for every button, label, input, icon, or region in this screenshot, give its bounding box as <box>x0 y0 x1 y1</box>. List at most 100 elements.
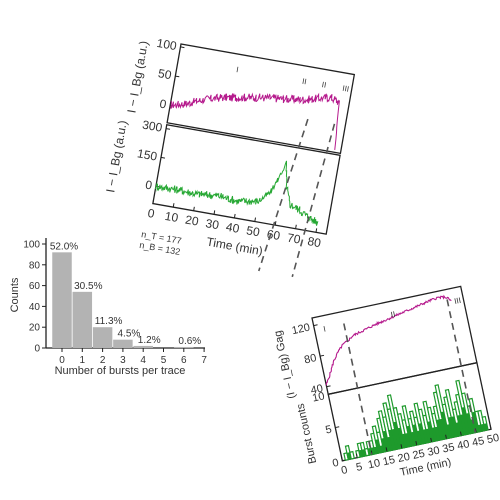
x-tick-label: 20 <box>397 451 411 465</box>
burst-bar-filled <box>416 430 423 445</box>
y-tick-mark <box>320 354 325 357</box>
y-tick-label: 10 <box>311 390 325 404</box>
bursts-x-ticks: 0 5 10 15 20 25 30 35 40 45 50 <box>340 425 500 477</box>
bottom-subplot-y-ticks: 0 150 300 <box>136 118 171 192</box>
gag-subplot-frame <box>311 285 478 396</box>
burst-bar-filled <box>412 424 420 446</box>
region-label: I <box>323 324 327 333</box>
region-label: II <box>321 80 327 90</box>
y-tick-mark <box>165 128 171 130</box>
x-tick-label: 20 <box>184 213 200 229</box>
burst-bar-filled <box>455 422 462 437</box>
histogram-y-ticks: 0 20 40 60 80 100 <box>23 240 46 355</box>
x-tick-mark <box>213 210 216 215</box>
histogram-bar <box>72 291 93 348</box>
y-tick-label: 300 <box>141 118 163 135</box>
burst-subplot-ylabel: Burst counts <box>295 402 320 465</box>
x-tick-label: 10 <box>367 457 381 471</box>
burst-bar-filled <box>436 419 444 440</box>
burst-count-bars <box>343 379 489 461</box>
y-tick-label: 0 <box>331 457 339 470</box>
x-tick-label: 4 <box>140 355 146 366</box>
burst-bar-filled <box>460 414 468 435</box>
y-tick-label: 40 <box>29 302 41 313</box>
burst-bar-filled <box>451 416 459 437</box>
region-label: II <box>301 77 307 87</box>
x-tick-label: 70 <box>286 231 302 247</box>
x-tick-label: 0 <box>147 206 156 221</box>
y-tick-mark <box>313 324 318 327</box>
gag-trace <box>325 294 452 386</box>
burst-subplot-y-ticks: 0 5 10 <box>311 390 347 470</box>
y-tick-label: 80 <box>303 352 317 366</box>
gag-dashed-guide-left <box>343 323 373 455</box>
x-tick-mark <box>172 203 175 208</box>
histogram-bar <box>133 345 153 348</box>
burst-bar-filled <box>388 429 396 451</box>
burst-bar-filled <box>406 425 414 447</box>
y-tick-label: 40 <box>310 383 324 397</box>
y-tick-label: 80 <box>29 260 41 271</box>
y-tick-mark <box>326 385 331 388</box>
x-tick-label: 40 <box>225 220 241 236</box>
burst-bar-filled <box>461 407 471 435</box>
burst-bar-filled <box>404 432 411 447</box>
x-tick-label: 6 <box>181 355 187 366</box>
y-tick-label: 100 <box>23 240 40 251</box>
burst-bar-filled <box>483 423 489 431</box>
x-tick-mark <box>295 224 297 229</box>
burst-bar-filled <box>457 414 465 436</box>
bottom-subplot-ylabel: I − I_Bg (a.u.) <box>103 119 129 193</box>
x-tick-label: 7 <box>201 355 207 366</box>
top-subplot-frame <box>166 43 356 155</box>
burst-bar-filled <box>410 431 417 446</box>
x-tick-mark <box>193 206 195 211</box>
burst-bar-filled <box>446 424 453 439</box>
x-tick-mark <box>445 434 447 439</box>
x-tick-label: 5 <box>161 355 167 366</box>
bar-percent-label: 30.5% <box>74 281 102 292</box>
burst-bar-filled <box>401 433 408 448</box>
y-tick-mark <box>335 426 340 429</box>
histogram-bar <box>52 252 72 348</box>
y-tick-label: 60 <box>29 281 41 292</box>
region-label: III <box>342 84 350 94</box>
x-tick-mark <box>233 213 236 219</box>
x-tick-label: 0 <box>59 355 65 366</box>
region-label: II <box>390 310 396 320</box>
x-tick-label: 35 <box>441 441 455 455</box>
x-tick-label: 0 <box>340 464 348 477</box>
green-trace-subplot: 0 150 300 0 10 20 30 40 50 60 70 80 I − I_Bg (a.u.… <box>103 118 341 258</box>
x-tick-mark <box>430 437 433 442</box>
y-tick-label: 50 <box>157 66 173 82</box>
bar-percent-label: 11.3% <box>95 316 123 327</box>
histogram-x-ticks: 0 1 2 3 4 5 6 7 <box>59 348 207 366</box>
histogram-panel: 0 20 40 60 80 100 0 1 2 3 4 5 6 7 52.0% 30.5% 11.3% 4.5… <box>9 238 207 377</box>
x-tick-mark <box>274 221 277 226</box>
histogram-bar <box>113 339 133 348</box>
traces-x-ticks: 0 10 20 30 40 50 60 70 80 <box>147 199 322 250</box>
burst-bar-filled <box>418 423 426 444</box>
x-tick-label: 50 <box>486 432 500 446</box>
x-tick-label: 30 <box>426 444 440 458</box>
gag-subplot-ylabel: (I − I_Bg) Gag <box>272 329 298 399</box>
x-tick-label: 10 <box>164 209 180 225</box>
y-tick-label: 150 <box>136 146 158 163</box>
burst-bar-filled <box>465 413 474 434</box>
histogram-bars <box>52 252 194 348</box>
y-tick-mark <box>175 75 180 78</box>
x-tick-mark <box>355 453 358 458</box>
green-trace <box>154 160 319 226</box>
burst-bar-filled <box>397 427 405 449</box>
histogram-bar-labels: 52.0% 30.5% 11.3% 4.5%1.2% 0.6% <box>50 241 201 347</box>
x-tick-mark <box>385 447 388 452</box>
bar-percent-label: 1.2% <box>138 335 161 346</box>
histogram-ylabel: Counts <box>9 277 21 312</box>
top-region-labels: III II III <box>236 65 350 94</box>
burst-bar-filled <box>448 416 456 438</box>
burst-bar-filled <box>422 429 429 444</box>
x-tick-label: 25 <box>412 448 426 462</box>
x-tick-label: 30 <box>205 216 221 232</box>
